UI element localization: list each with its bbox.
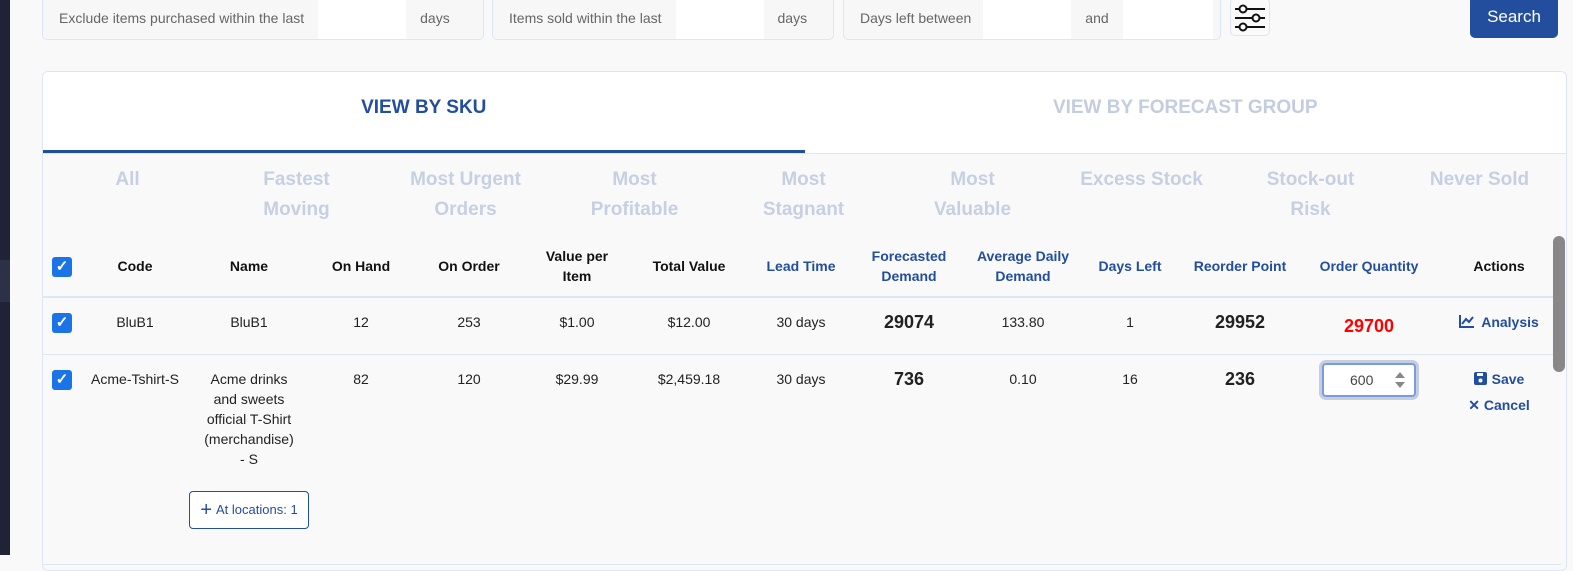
days-left-filter: Days left between and [843, 0, 1221, 40]
avg-daily-demand-cell: 0.10 [965, 354, 1081, 565]
col-forecasted-demand[interactable]: Forecasted Demand [853, 236, 965, 298]
spinner-arrows-icon[interactable] [1394, 371, 1406, 389]
table-row: ✓ BluB1 BluB1 12 253 $1.00 $12.00 30 day… [43, 297, 1561, 355]
inventory-card: VIEW BY SKU VIEW BY FORECAST GROUP All F… [42, 71, 1567, 571]
col-code[interactable]: Code [81, 236, 189, 298]
code-cell: BluB1 [81, 297, 189, 355]
col-on-hand[interactable]: On Hand [309, 236, 413, 298]
name-cell: Acme drinks and sweets official T-Shirt … [204, 370, 294, 467]
table-row: ✓ Acme-Tshirt-S Acme drinks and sweets o… [43, 354, 1561, 565]
table-header: ✓ Code Name On Hand On Order Value per I… [43, 236, 1561, 298]
exclude-days-input[interactable] [318, 0, 407, 39]
col-value-per-item[interactable]: Value per Item [525, 236, 629, 298]
app-sidebar [0, 0, 10, 555]
tab-view-by-forecast-group[interactable]: VIEW BY FORECAST GROUP [1052, 97, 1318, 118]
filter-suffix: days [777, 10, 808, 26]
tab-view-by-sku[interactable]: VIEW BY SKU [43, 72, 805, 153]
on-order-cell: 120 [413, 354, 525, 565]
subfilter-excess-stock[interactable]: Excess Stock [1080, 169, 1203, 190]
save-button[interactable]: Save [1437, 369, 1561, 389]
filter-label: Items sold within the last [509, 10, 662, 26]
on-hand-cell: 82 [309, 354, 413, 565]
forecasted-demand-cell: 29074 [853, 297, 965, 355]
forecasted-demand-cell: 736 [853, 354, 965, 565]
total-value-cell: $2,459.18 [629, 354, 749, 565]
save-label: Save [1491, 370, 1525, 387]
reorder-point-cell: 236 [1179, 354, 1301, 565]
filter-suffix: days [420, 10, 450, 26]
exclude-purchased-filter: Exclude items purchased within the last … [42, 0, 484, 40]
floppy-disk-icon [1473, 371, 1487, 385]
filter-settings-button[interactable] [1230, 0, 1270, 36]
subfilter-never-sold[interactable]: Never Sold [1429, 169, 1530, 190]
col-days-left[interactable]: Days Left [1081, 236, 1179, 298]
order-quantity-input[interactable]: 600 [1322, 362, 1416, 397]
col-reorder-point[interactable]: Reorder Point [1179, 236, 1301, 298]
subfilter-fastest-moving[interactable]: Fastest Moving [263, 169, 330, 220]
days-left-min-input[interactable] [983, 0, 1072, 39]
days-left-cell: 1 [1081, 297, 1179, 355]
col-on-order[interactable]: On Order [413, 236, 525, 298]
sliders-icon [1235, 4, 1265, 32]
code-cell: Acme-Tshirt-S [81, 354, 189, 565]
value-per-item-cell: $1.00 [525, 297, 629, 355]
analysis-label: Analysis [1481, 314, 1539, 330]
on-order-cell: 253 [413, 297, 525, 355]
locations-button[interactable]: + At locations: 1 [189, 490, 309, 529]
col-average-daily-demand[interactable]: Average Daily Demand [965, 236, 1081, 298]
sold-days-input[interactable] [675, 0, 764, 39]
order-quantity-value[interactable]: 29700 [1343, 316, 1395, 336]
subfilter-most-urgent[interactable]: Most Urgent Orders [410, 169, 521, 220]
subfilter-all[interactable]: All [115, 169, 140, 190]
sidebar-active-item[interactable] [0, 260, 10, 302]
order-quantity-value: 600 [1350, 371, 1374, 388]
avg-daily-demand-cell: 133.80 [965, 297, 1081, 355]
row-checkbox[interactable]: ✓ [52, 313, 72, 333]
filter-suffix: and [1085, 10, 1109, 26]
filter-label: Days left between [860, 10, 972, 26]
lead-time-cell: 30 days [749, 354, 853, 565]
subfilter-most-stagnant[interactable]: Most Stagnant [762, 169, 845, 220]
col-order-quantity[interactable]: Order Quantity [1301, 236, 1437, 298]
analysis-button[interactable]: Analysis [1437, 312, 1561, 332]
subfilter-most-profitable[interactable]: Most Profitable [590, 169, 679, 220]
sku-table: ✓ Code Name On Hand On Order Value per I… [43, 236, 1561, 565]
row-checkbox[interactable]: ✓ [52, 369, 72, 390]
subfilter-most-valuable[interactable]: Most Valuable [933, 169, 1012, 220]
cancel-label: Cancel [1483, 396, 1530, 413]
col-lead-time[interactable]: Lead Time [749, 236, 853, 298]
value-per-item-cell: $29.99 [525, 354, 629, 565]
lead-time-cell: 30 days [749, 297, 853, 355]
days-left-max-input[interactable] [1122, 0, 1213, 39]
on-hand-cell: 12 [309, 297, 413, 355]
search-button[interactable]: Search [1470, 0, 1558, 38]
close-icon: ✕ [1468, 396, 1484, 413]
col-total-value[interactable]: Total Value [629, 236, 749, 298]
chart-line-icon [1459, 315, 1475, 328]
subfilter-stockout-risk[interactable]: Stock-out Risk [1266, 169, 1355, 220]
col-name[interactable]: Name [189, 236, 309, 298]
name-cell: BluB1 [189, 297, 309, 355]
cancel-button[interactable]: ✕ Cancel [1437, 395, 1561, 415]
reorder-point-cell: 29952 [1179, 297, 1301, 355]
total-value-cell: $12.00 [629, 297, 749, 355]
days-left-cell: 16 [1081, 354, 1179, 565]
items-sold-filter: Items sold within the last days [492, 0, 834, 40]
filter-label: Exclude items purchased within the last [59, 10, 305, 26]
select-all-checkbox[interactable]: ✓ [52, 256, 72, 277]
locations-label: At locations: 1 [216, 501, 298, 517]
col-actions: Actions [1437, 236, 1561, 298]
vertical-scrollbar[interactable] [1553, 236, 1565, 372]
plus-icon: + [200, 498, 213, 521]
